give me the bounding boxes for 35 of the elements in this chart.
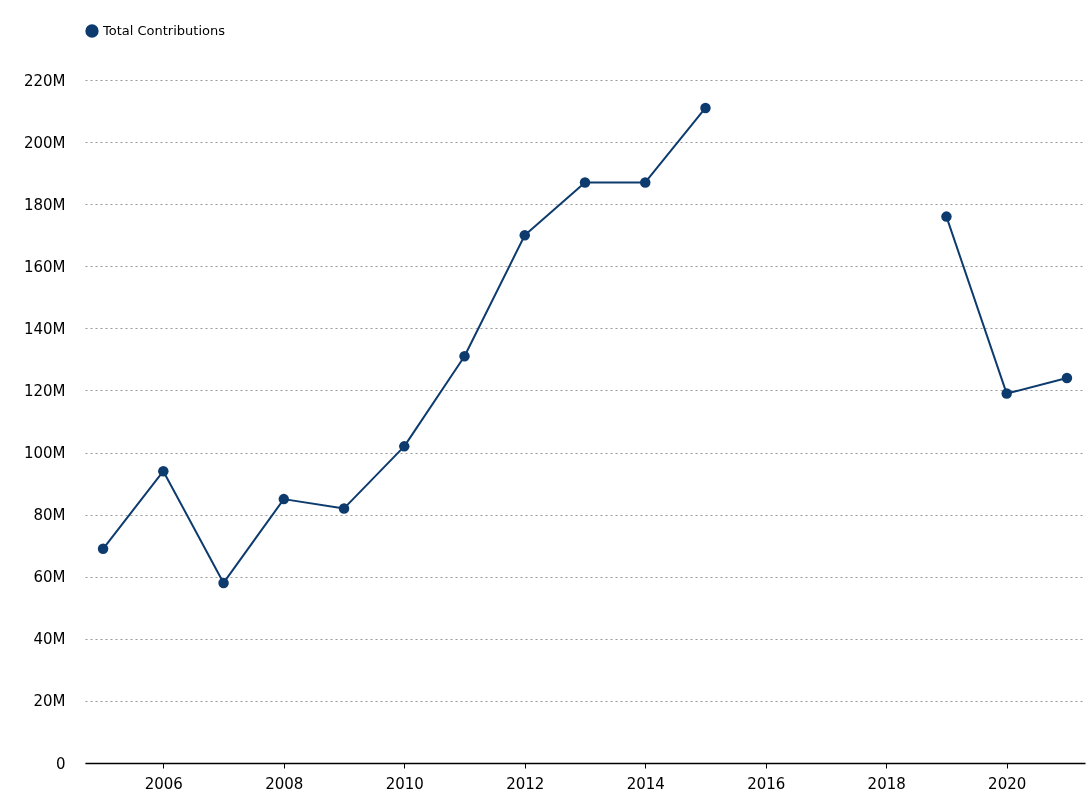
point: [338, 503, 350, 514]
y-tick-label: 140M: [23, 319, 66, 338]
legend-label: Total Contributions: [102, 23, 226, 38]
point: [1061, 372, 1073, 384]
x-tick-label: 2018: [867, 774, 906, 793]
point: [278, 493, 290, 505]
y-tick-label: 40M: [33, 630, 66, 649]
y-tick-label: 100M: [23, 444, 66, 463]
point: [579, 177, 591, 188]
y-tick-label: 220M: [23, 71, 66, 90]
y-tick-label: 20M: [33, 692, 66, 711]
x-tick-label: 2010: [385, 774, 424, 793]
x-tick-label: 2008: [265, 774, 304, 793]
point: [640, 177, 651, 188]
y-tick-label: 180M: [23, 195, 66, 214]
point: [1001, 388, 1012, 399]
x-tick-label: 2020: [988, 774, 1027, 793]
y-tick-label: 160M: [23, 257, 66, 276]
point: [459, 351, 470, 362]
point: [399, 441, 410, 452]
y-tick-label: 200M: [23, 133, 66, 152]
point: [97, 543, 109, 555]
x-tick-label: 2016: [747, 774, 786, 793]
point: [519, 229, 530, 241]
point: [158, 465, 169, 477]
point: [700, 102, 711, 114]
y-tick-label: 0: [55, 754, 66, 773]
y-tick-label: 60M: [33, 568, 66, 587]
point: [941, 211, 952, 222]
y-tick-label: 120M: [23, 381, 66, 400]
y-tick-label: 80M: [33, 506, 66, 525]
x-tick-label: 2006: [144, 774, 183, 793]
point: [218, 577, 229, 589]
x-tick-label: 2014: [626, 774, 665, 793]
x-tick-label: 2012: [506, 774, 545, 793]
